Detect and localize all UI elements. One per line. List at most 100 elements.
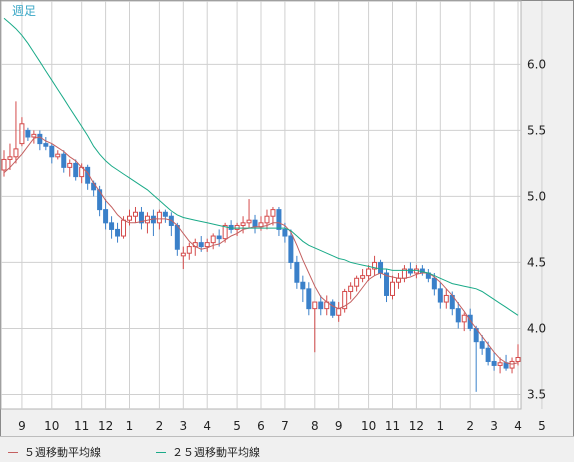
candle-body-49 <box>294 261 300 283</box>
candle-body-48 <box>288 235 294 263</box>
candle-body-55 <box>330 301 336 316</box>
candle-body-16 <box>97 189 103 211</box>
candle-body-82 <box>491 360 497 366</box>
candle-body-1 <box>7 156 13 160</box>
chart-title: 週足 <box>12 4 36 18</box>
x-tick-label-20: 5 <box>538 419 546 433</box>
x-tick-label-19: 4 <box>514 419 522 433</box>
candle-body-42 <box>252 219 258 228</box>
x-tick-label-14: 11 <box>385 419 400 433</box>
candle-body-64 <box>384 272 390 296</box>
candle-body-40 <box>240 222 246 226</box>
candle-body-33 <box>198 242 204 248</box>
candle-body-15 <box>91 182 97 191</box>
candle-body-17 <box>103 209 109 224</box>
candle-body-35 <box>210 235 216 244</box>
candle-body-68 <box>407 268 413 274</box>
legend: ５週移動平均線 ２５週移動平均線 <box>0 436 574 462</box>
series-line-ma25 <box>3 17 519 316</box>
x-tick-label-0: 9 <box>18 419 26 433</box>
candle-body-46 <box>276 209 282 230</box>
candle-body-39 <box>234 224 240 230</box>
candle-body-3 <box>19 123 25 145</box>
candle-body-30 <box>180 252 186 257</box>
candle-body-23 <box>138 211 144 224</box>
legend-ma25-label: ２５週移動平均線 <box>172 446 260 459</box>
x-tick-label-1: 10 <box>44 419 59 433</box>
x-tick-label-2: 11 <box>74 419 89 433</box>
legend-ma5-swatch <box>8 451 18 453</box>
candle-body-0 <box>1 158 7 171</box>
candle-body-29 <box>174 224 180 250</box>
x-tick-label-16: 1 <box>436 419 444 433</box>
candle-body-72 <box>431 277 437 290</box>
candle-body-45 <box>270 209 276 217</box>
y-tick-label-4: 5.5 <box>527 123 546 137</box>
candle-body-65 <box>389 281 395 296</box>
legend-ma5-label: ５週移動平均線 <box>24 446 101 459</box>
candle-body-58 <box>348 285 354 292</box>
candle-body-61 <box>366 268 372 277</box>
candle-body-76 <box>455 308 461 323</box>
x-tick-label-11: 8 <box>311 419 319 433</box>
candle-body-63 <box>378 261 384 274</box>
candle-body-5 <box>31 133 37 138</box>
candle-body-12 <box>73 162 79 178</box>
y-tick-label-5: 6.0 <box>527 57 546 71</box>
candle-body-6 <box>37 133 43 145</box>
candle-body-83 <box>497 362 503 366</box>
candle-body-21 <box>127 215 133 221</box>
candle-body-52 <box>312 301 318 310</box>
candle-body-34 <box>204 242 210 248</box>
candle-body-85 <box>509 360 515 369</box>
candle-body-8 <box>49 145 55 158</box>
x-tick-label-18: 3 <box>490 419 498 433</box>
candle-body-81 <box>485 347 491 362</box>
y-tick-label-3: 5.0 <box>527 189 546 203</box>
series-line-ma5 <box>3 136 519 365</box>
candle-body-77 <box>461 314 467 323</box>
candle-body-31 <box>186 246 192 254</box>
x-tick-label-9: 6 <box>257 419 265 433</box>
candle-body-44 <box>264 215 270 224</box>
candle-body-22 <box>132 211 138 217</box>
legend-ma5: ５週移動平均線 <box>8 444 101 460</box>
candle-body-36 <box>216 235 222 240</box>
candle-body-47 <box>282 228 288 237</box>
x-tick-label-13: 10 <box>361 419 376 433</box>
candle-body-26 <box>156 211 162 224</box>
candle-body-11 <box>67 162 73 168</box>
candle-body-57 <box>342 290 348 310</box>
x-tick-label-4: 1 <box>126 419 134 433</box>
x-tick-label-7: 4 <box>203 419 211 433</box>
candle-body-56 <box>336 308 342 316</box>
x-tick-label-17: 2 <box>466 419 474 433</box>
candle-body-50 <box>300 281 306 290</box>
price-chart: 週足3.54.04.55.05.56.09 10 11 12 1 2 3 4 5 6 7 8 9 10 11… <box>0 0 546 433</box>
candle-body-62 <box>372 261 378 270</box>
candle-body-20 <box>121 219 127 237</box>
candle-body-41 <box>246 219 252 224</box>
legend-ma25: ２５週移動平均線 <box>156 444 260 460</box>
candle-body-37 <box>222 224 228 240</box>
x-tick-label-10: 7 <box>281 419 289 433</box>
x-tick-label-6: 3 <box>179 419 187 433</box>
candle-body-60 <box>360 275 366 279</box>
candle-body-10 <box>61 153 67 168</box>
x-tick-label-8: 5 <box>233 419 241 433</box>
candle-body-19 <box>115 228 121 237</box>
candle-body-4 <box>25 129 31 138</box>
y-tick-label-0: 3.5 <box>527 387 546 401</box>
x-tick-label-5: 2 <box>156 419 164 433</box>
candle-body-51 <box>306 288 312 310</box>
x-tick-label-3: 12 <box>98 419 113 433</box>
candle-body-86 <box>515 357 521 362</box>
candle-body-2 <box>13 148 19 158</box>
candle-body-80 <box>479 341 485 349</box>
y-tick-label-2: 4.5 <box>527 255 546 269</box>
candle-body-27 <box>162 211 168 217</box>
x-tick-label-15: 12 <box>409 419 424 433</box>
candle-body-66 <box>395 277 401 283</box>
candle-body-9 <box>55 153 61 158</box>
candle-body-78 <box>467 314 473 329</box>
